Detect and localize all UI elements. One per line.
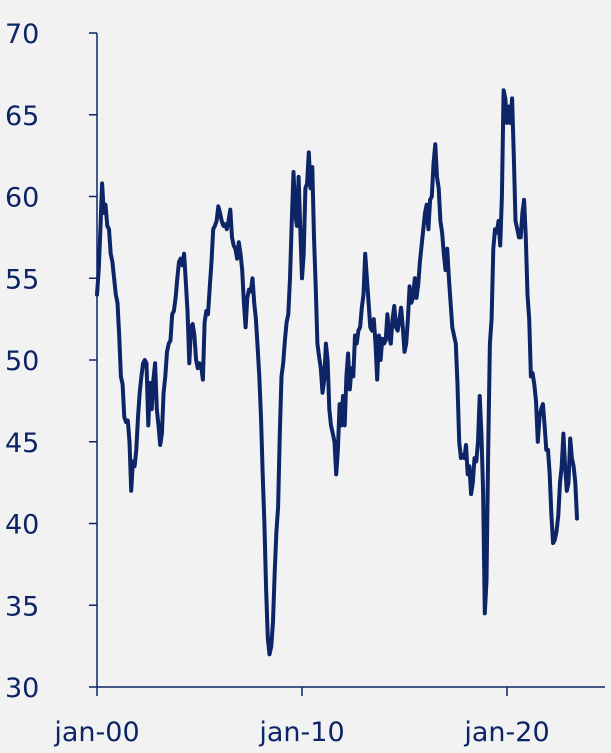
y-tick-labels: 30 35 40 45 50 55 60 65 70: [5, 19, 39, 704]
x-tick-labels: jan-00 jan-10 jan-20: [53, 717, 549, 748]
axes: [89, 32, 605, 696]
y-tick-label: 55: [5, 264, 39, 295]
x-tick-label: jan-10: [258, 717, 344, 748]
y-tick-label: 50: [5, 346, 39, 377]
y-tick-label: 35: [5, 591, 39, 622]
series-layer: [95, 88, 579, 657]
y-tick-label: 65: [5, 101, 39, 132]
y-tick-label: 60: [5, 183, 39, 214]
y-tick-label: 70: [5, 19, 39, 50]
y-tick-label: 45: [5, 428, 39, 459]
x-tick-label: jan-20: [463, 717, 549, 748]
series-line: [95, 88, 579, 657]
y-tick-label: 40: [5, 510, 39, 541]
y-tick-label: 30: [5, 673, 39, 704]
x-tick-label: jan-00: [53, 717, 139, 748]
